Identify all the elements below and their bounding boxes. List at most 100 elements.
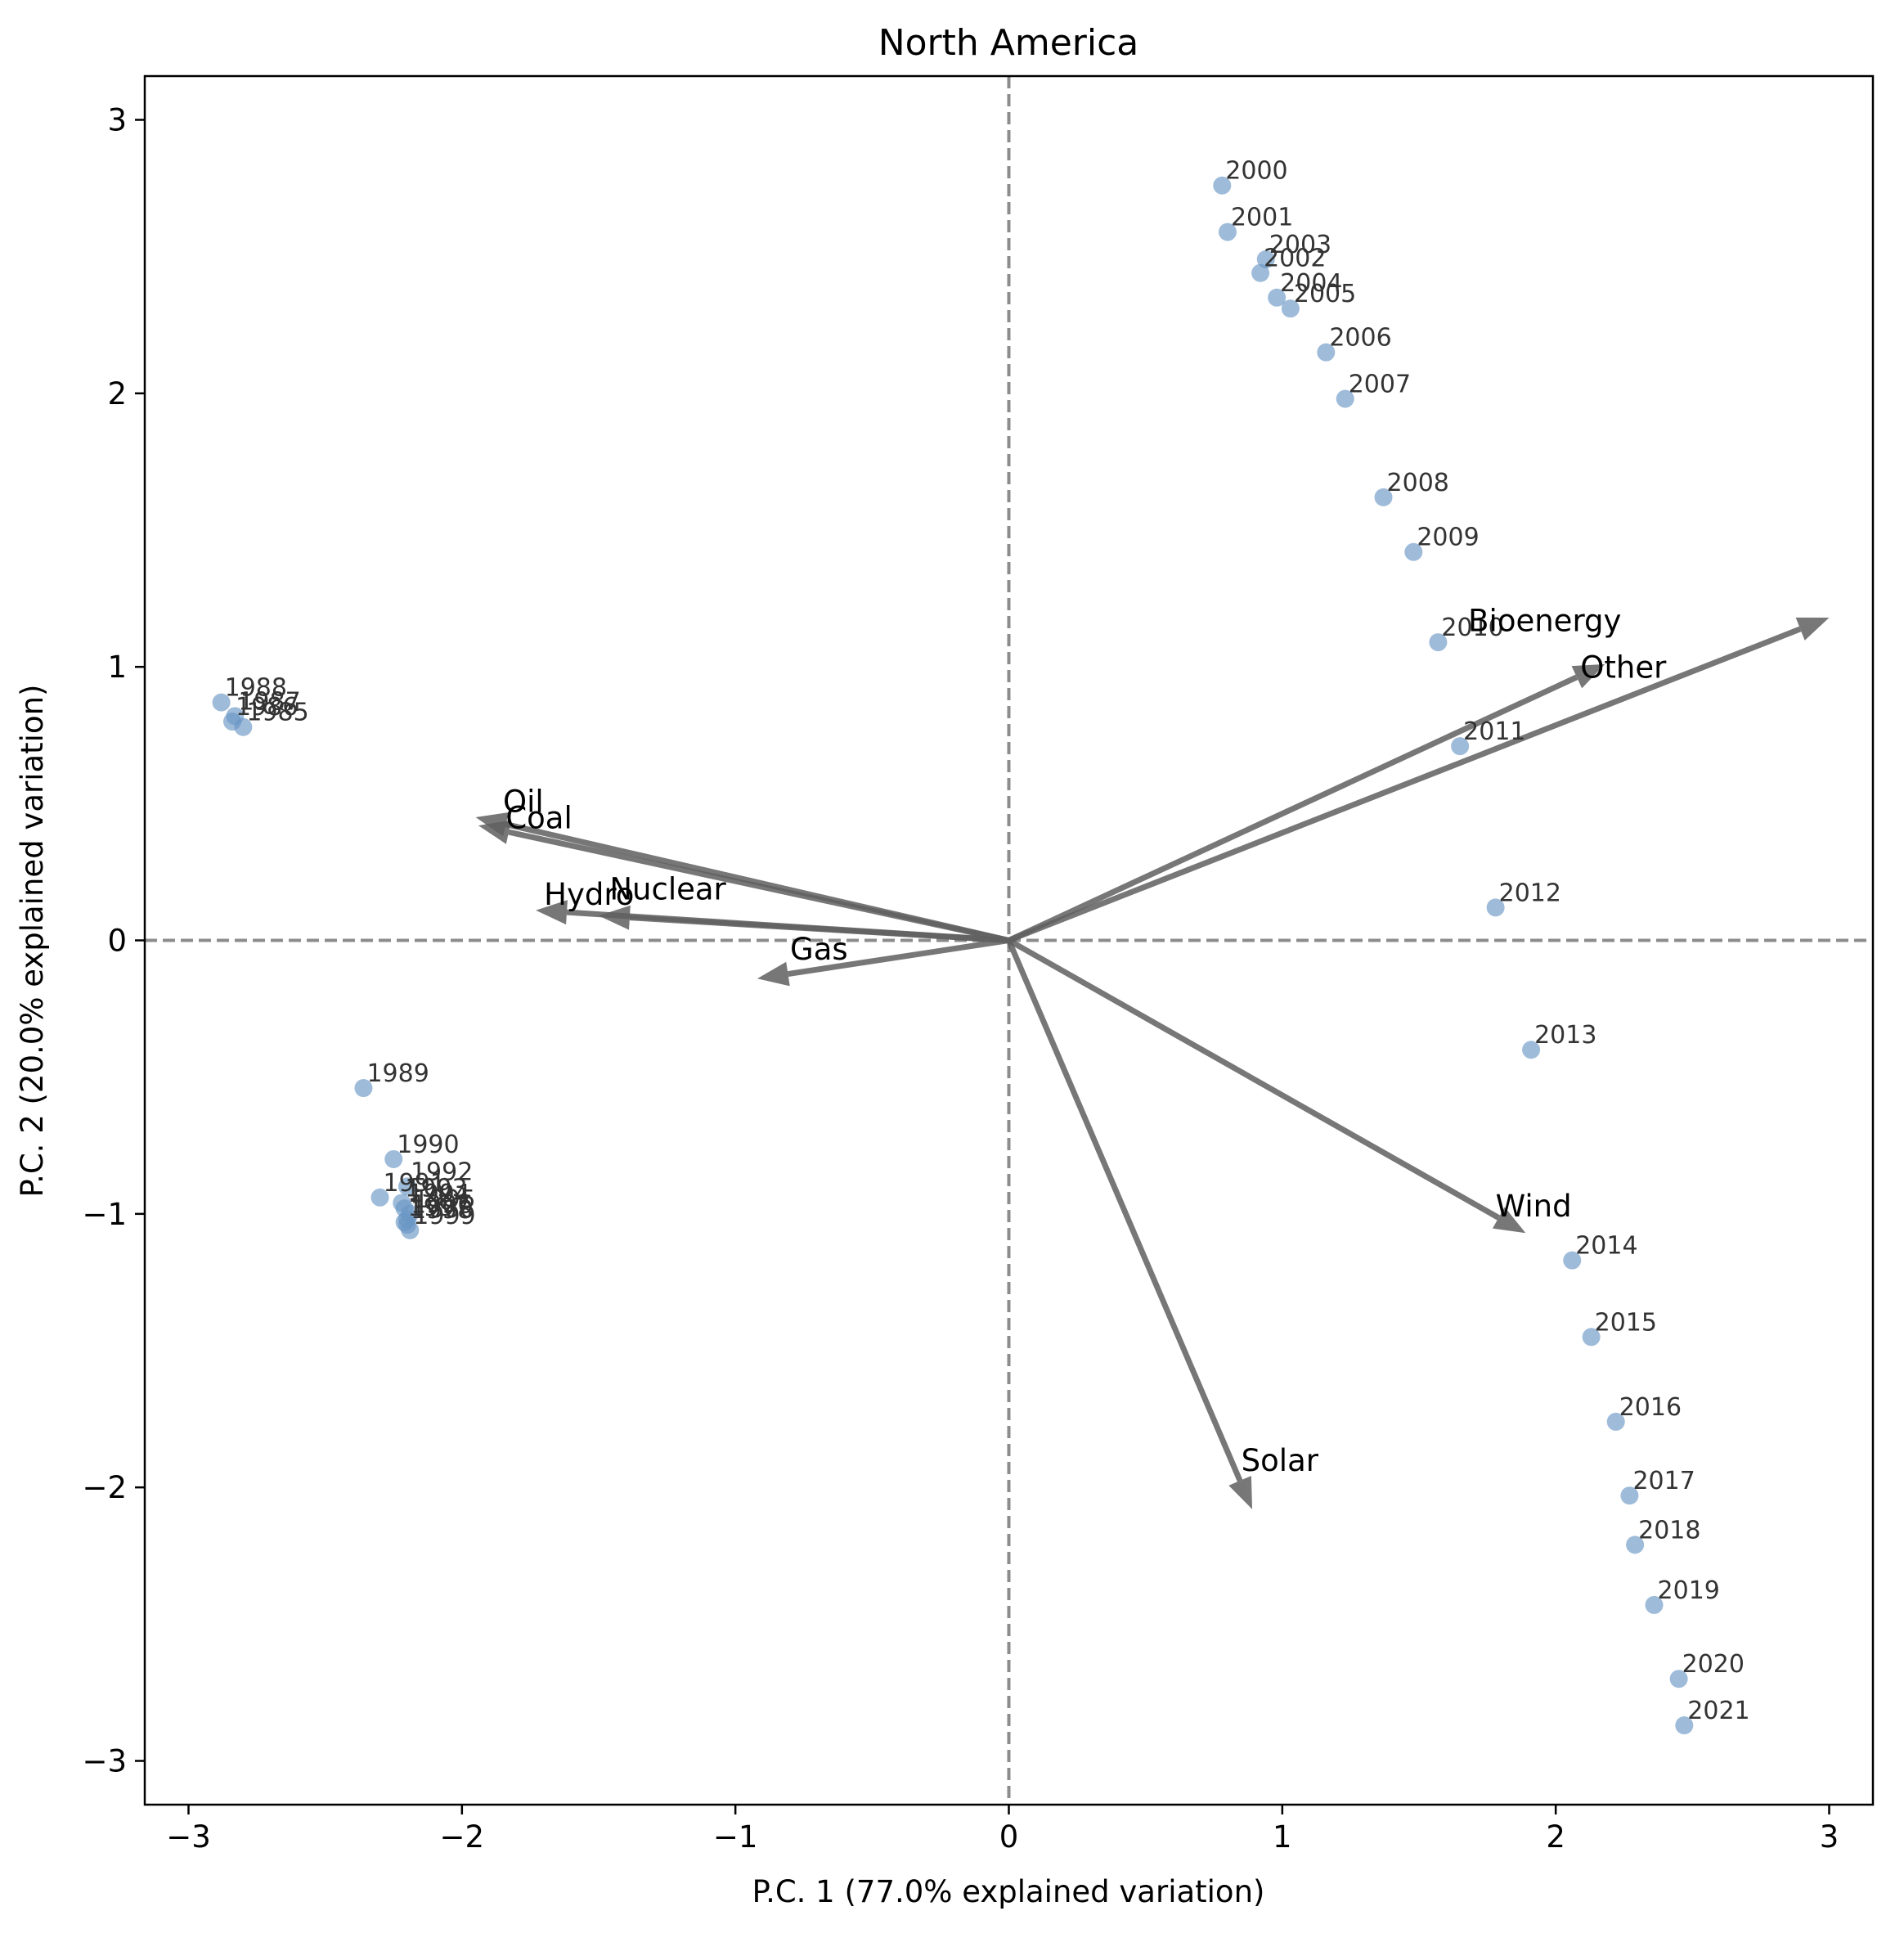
point-label-1997: 1997 [408,1194,470,1222]
point-label-1998: 1998 [411,1196,473,1225]
y-tick-label: −2 [82,1470,127,1505]
loading-arrow-solar [1006,939,1253,1509]
point-label-1985: 1985 [246,699,308,727]
x-tick-label: 1 [1273,1819,1292,1855]
point-2004 [1268,288,1287,307]
point-label-2007: 2007 [1349,371,1411,399]
point-label-1994: 1994 [408,1180,470,1208]
point-1987 [226,707,245,726]
point-label-1995: 1995 [413,1185,475,1214]
point-2016 [1606,1412,1625,1431]
loading-arrows [475,617,1830,1509]
point-label-2013: 2013 [1534,1021,1596,1050]
point-1989 [354,1079,373,1098]
point-2000 [1213,176,1232,195]
point-label-2019: 2019 [1658,1576,1720,1605]
point-2001 [1218,223,1237,241]
point-1992 [397,1177,416,1196]
loading-label-other: Other [1580,650,1667,686]
score-points [212,176,1694,1735]
point-label-1992: 1992 [411,1158,473,1186]
point-2013 [1522,1041,1541,1059]
point-2011 [1451,737,1470,756]
loading-arrow-gas [757,938,1010,987]
y-tick-label: 0 [107,924,127,959]
loading-arrow-wind [1007,938,1526,1234]
point-1999 [401,1221,420,1239]
x-tick-label: −2 [440,1819,485,1855]
point-2018 [1626,1536,1645,1554]
point-label-1989: 1989 [366,1059,429,1088]
point-label-2004: 2004 [1280,269,1342,298]
x-tick-label: −1 [713,1819,758,1855]
y-tick-label: 3 [107,102,127,137]
point-label-2001: 2001 [1231,204,1293,232]
point-2014 [1563,1251,1582,1270]
point-2020 [1669,1670,1688,1688]
point-label-1999: 1999 [413,1202,475,1230]
point-label-2016: 2016 [1619,1393,1682,1422]
loading-label-nuclear: Nuclear [609,871,726,906]
point-2008 [1374,488,1393,506]
x-axis-ticks: −3 −2 −1 0 1 2 3 [166,1805,1839,1855]
loading-arrow-other [1008,663,1605,943]
point-label-1986: 1986 [236,693,298,722]
point-label-2002: 2002 [1264,245,1326,273]
point-label-2005: 2005 [1294,280,1356,308]
point-2007 [1336,389,1354,408]
point-label-1988: 1988 [225,674,287,703]
x-tick-label: −3 [166,1819,211,1855]
point-label-2011: 2011 [1463,717,1525,746]
point-label-1993: 1993 [405,1174,467,1203]
loading-label-wind: Wind [1496,1189,1572,1224]
point-label-2017: 2017 [1632,1467,1695,1495]
point-2017 [1620,1486,1639,1505]
point-label-1987: 1987 [238,687,300,716]
loading-label-gas: Gas [790,932,848,967]
point-1990 [384,1149,403,1168]
point-label-2014: 2014 [1575,1232,1637,1261]
loading-arrow-bioenergy [1008,617,1830,943]
point-label-2015: 2015 [1595,1308,1657,1337]
point-2015 [1582,1328,1601,1347]
point-2012 [1486,898,1505,917]
loading-arrow-hydro [536,900,1009,943]
y-tick-label: 2 [107,376,127,411]
loading-label-bioenergy: Bioenergy [1468,604,1621,639]
point-label-2003: 2003 [1269,231,1331,259]
x-tick-label: 3 [1820,1819,1839,1855]
point-label-2010: 2010 [1441,614,1503,642]
loading-arrow-coal [478,820,1010,943]
chart-title: North America [878,22,1139,64]
point-label-1991: 1991 [384,1169,446,1198]
y-axis-ticks: −3 −2 −1 0 1 2 3 [82,102,145,1779]
point-2003 [1256,250,1275,269]
point-2002 [1251,263,1270,282]
point-2019 [1645,1595,1664,1614]
point-label-2008: 2008 [1387,469,1449,497]
point-label-2021: 2021 [1687,1697,1749,1725]
y-tick-label: −1 [82,1197,127,1232]
point-2009 [1404,542,1423,561]
y-axis-label: P.C. 2 (20.0% explained variation) [15,685,50,1198]
point-2021 [1675,1716,1694,1735]
point-label-2000: 2000 [1225,157,1287,186]
x-axis-label: P.C. 1 (77.0% explained variation) [752,1874,1265,1909]
loading-label-solar: Solar [1242,1443,1319,1478]
loading-label-oil: Oil [503,784,544,819]
point-label-2012: 2012 [1499,879,1561,907]
point-1988 [212,693,231,712]
point-2010 [1429,633,1448,652]
point-2005 [1281,299,1300,318]
point-label-2018: 2018 [1638,1516,1700,1545]
point-label-2006: 2006 [1329,324,1391,353]
point-label-1996: 1996 [411,1191,473,1220]
x-tick-label: 2 [1546,1819,1565,1855]
y-tick-label: 1 [107,650,127,685]
point-1991 [370,1188,389,1207]
loading-label-hydro: Hydro [544,877,634,912]
